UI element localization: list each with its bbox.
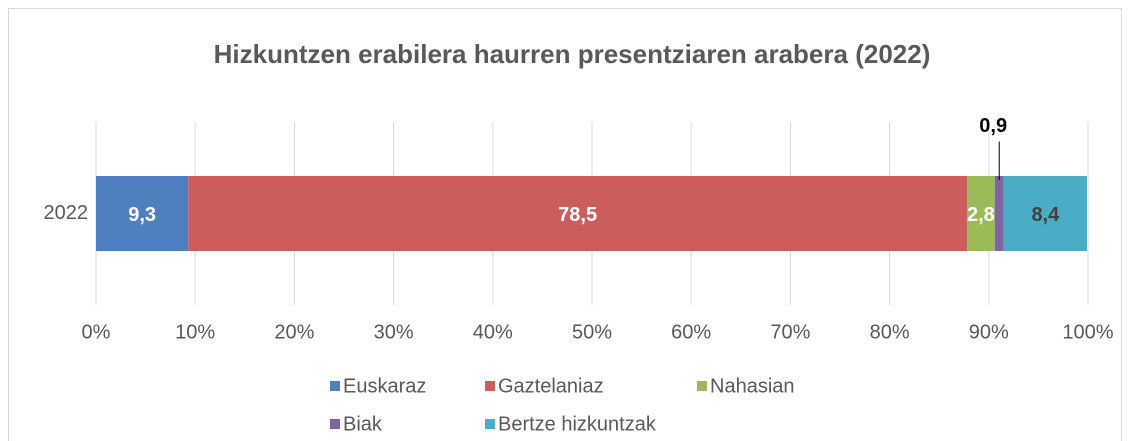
legend-label: Biak <box>343 413 383 435</box>
data-label: 0,9 <box>979 115 1007 137</box>
x-tick-label: 90% <box>969 321 1009 343</box>
x-tick-label: 50% <box>572 321 612 343</box>
data-label: 8,4 <box>1031 204 1060 226</box>
legend-swatch <box>330 419 340 429</box>
legend-swatch <box>330 381 340 391</box>
bar-segment <box>994 176 1004 251</box>
x-tick-label: 100% <box>1062 321 1113 343</box>
bar-segment <box>966 176 995 251</box>
legend-label: Gaztelaniaz <box>498 375 604 397</box>
legend-label: Bertze hizkuntzak <box>498 413 657 435</box>
legend-label: Nahasian <box>710 375 795 397</box>
legend-label: Euskaraz <box>343 375 426 397</box>
legend-swatch <box>697 381 707 391</box>
legend-swatch <box>485 381 495 391</box>
y-tick-label: 2022 <box>44 202 89 224</box>
x-tick-label: 70% <box>770 321 810 343</box>
x-tick-label: 60% <box>671 321 711 343</box>
x-tick-label: 40% <box>473 321 513 343</box>
chart-title: Hizkuntzen erabilera haurren presentziar… <box>213 39 931 69</box>
bar-segment <box>1003 176 1088 251</box>
x-tick-label: 20% <box>274 321 314 343</box>
bar-segment <box>96 176 189 251</box>
data-label: 9,3 <box>128 204 156 226</box>
x-tick-label: 30% <box>374 321 414 343</box>
x-tick-label: 0% <box>82 321 111 343</box>
data-label: 2,8 <box>967 204 995 226</box>
x-tick-label: 80% <box>870 321 910 343</box>
bar-segment <box>188 176 967 251</box>
data-label: 78,5 <box>558 204 597 226</box>
x-tick-label: 10% <box>175 321 215 343</box>
legend-swatch <box>485 419 495 429</box>
